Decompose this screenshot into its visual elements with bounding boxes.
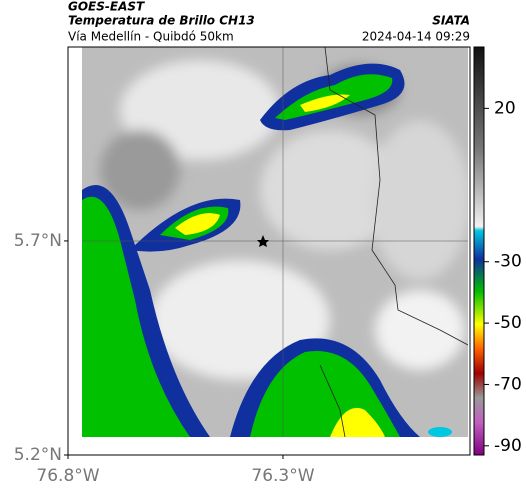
satellite-image xyxy=(82,47,468,437)
product: Temperatura de Brillo CH13 xyxy=(68,14,255,28)
colorbar-tick-label: -70 xyxy=(494,374,522,394)
x-tick-label: 76.3°W xyxy=(251,466,314,486)
colorbar-tick-label: 20 xyxy=(494,98,516,118)
colorbar-tick-label: -30 xyxy=(494,252,522,272)
colorbar xyxy=(473,46,485,456)
colorbar-tick-label: -90 xyxy=(494,436,522,456)
ticks: 76.8°W 76.3°W 5.2°N 5.7°N 20 -30 -50 -70 -90 xyxy=(14,98,522,486)
y-tick-label: 5.7°N xyxy=(14,231,62,251)
x-tick-label: 76.8°W xyxy=(36,466,99,486)
map-frame xyxy=(67,46,471,456)
org: SIATA xyxy=(432,14,470,28)
route: Vía Medellín - Quibdó 50km xyxy=(68,30,234,44)
y-tick-label: 5.2°N xyxy=(14,445,62,465)
colorbar-tick-label: -50 xyxy=(494,313,522,333)
source: GOES-EAST xyxy=(68,0,145,14)
timestamp: 2024-04-14 09:29 xyxy=(362,30,470,44)
